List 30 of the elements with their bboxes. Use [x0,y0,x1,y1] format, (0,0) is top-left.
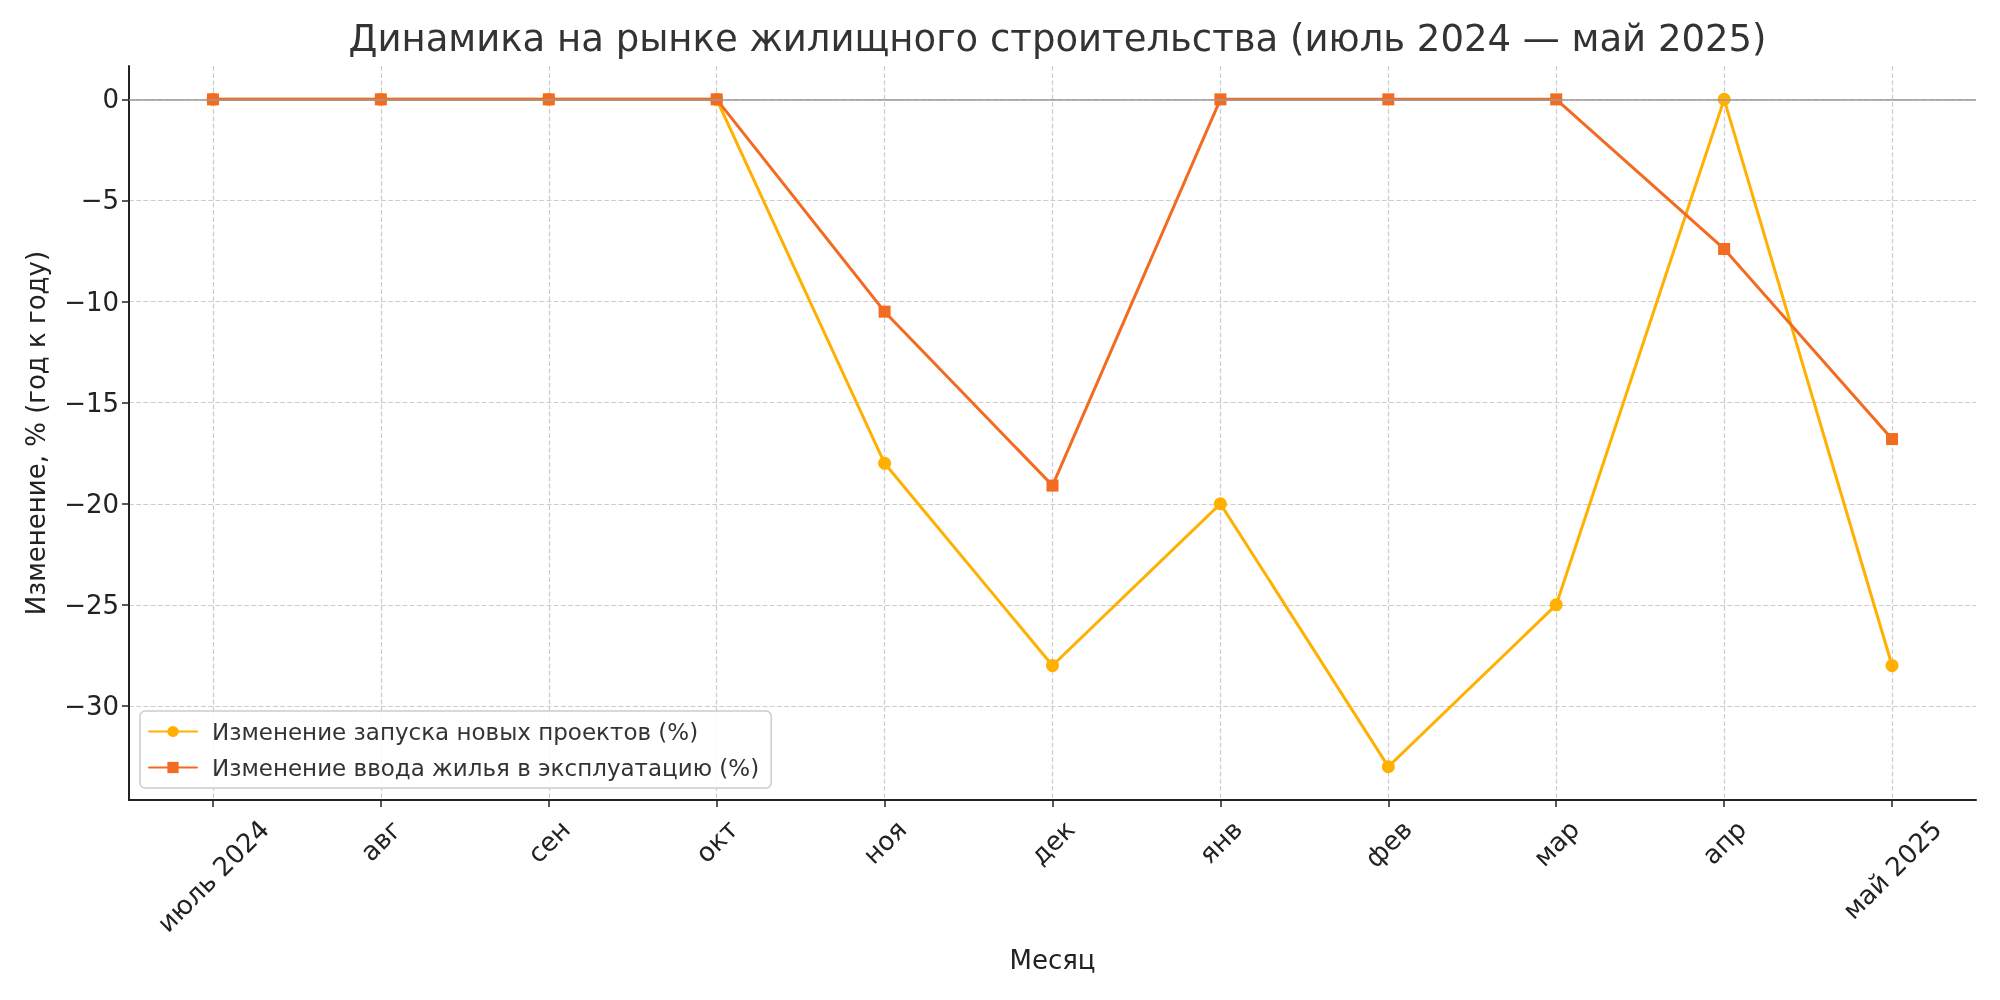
y-tick-label: 0 [102,84,119,115]
x-axis-title: Месяц [1009,945,1096,975]
point [1046,479,1059,492]
x-tick-label: фев [1358,814,1418,874]
point [1549,598,1563,612]
point [1046,659,1059,673]
x-tick-label: окт [689,814,744,869]
y-tick-label: −25 [64,589,119,620]
legend-label: Изменение ввода жилья в эксплуатацию (%) [212,754,760,781]
legend-label: Изменение запуска новых проектов (%) [212,718,699,745]
y-tick-label: −5 [80,185,119,216]
x-tick-label: сен [521,814,577,869]
point [1886,433,1899,446]
point [1213,497,1227,511]
point [1885,659,1899,673]
y-axis-title: Изменение, % (год к году) [21,250,51,616]
x-tick-label: ноя [856,814,913,870]
point [878,456,892,470]
y-tick-label: −30 [64,690,119,721]
point [1381,760,1395,774]
chart-title: Динамика на рынке жилищного строительства (июль 2024 — май 2025) [348,17,1767,60]
y-tick-label: −10 [64,286,119,317]
y-tick-label: −20 [64,488,119,519]
point [878,305,891,318]
x-tick-label: мар [1527,814,1586,873]
point [1718,242,1731,255]
x-tick-label: янв [1192,814,1248,870]
x-tick-label: авг [354,814,408,868]
x-tick-label: апр [1696,814,1753,871]
y-tick-label: −15 [64,387,119,418]
